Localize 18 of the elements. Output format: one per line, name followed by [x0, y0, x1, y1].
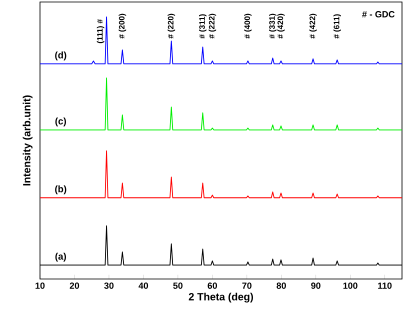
x-tick-label: 110 [378, 282, 392, 289]
x-tick-label: 60 [208, 282, 218, 289]
x-tick-label: 70 [242, 282, 252, 289]
y-axis-title: Intensity (arb.unit) [22, 95, 32, 186]
x-tick-label: 50 [173, 282, 183, 289]
x-axis-title: 2 Theta (deg) [188, 292, 254, 303]
x-tick-label: 20 [70, 282, 80, 289]
x-tick-label: 10 [36, 282, 45, 289]
x-tick-label: 90 [311, 282, 320, 289]
series-label: (a) [55, 252, 66, 262]
x-tick-label: 30 [104, 282, 114, 289]
x-tick-label: 40 [138, 282, 148, 289]
annotation: # - GDC [362, 11, 395, 18]
x-tick-label: 100 [343, 282, 358, 289]
series-label: (b) [55, 185, 66, 194]
x-tick-label: 80 [276, 282, 286, 289]
series-label: (c) [55, 118, 66, 126]
series-label: (d) [55, 52, 66, 60]
